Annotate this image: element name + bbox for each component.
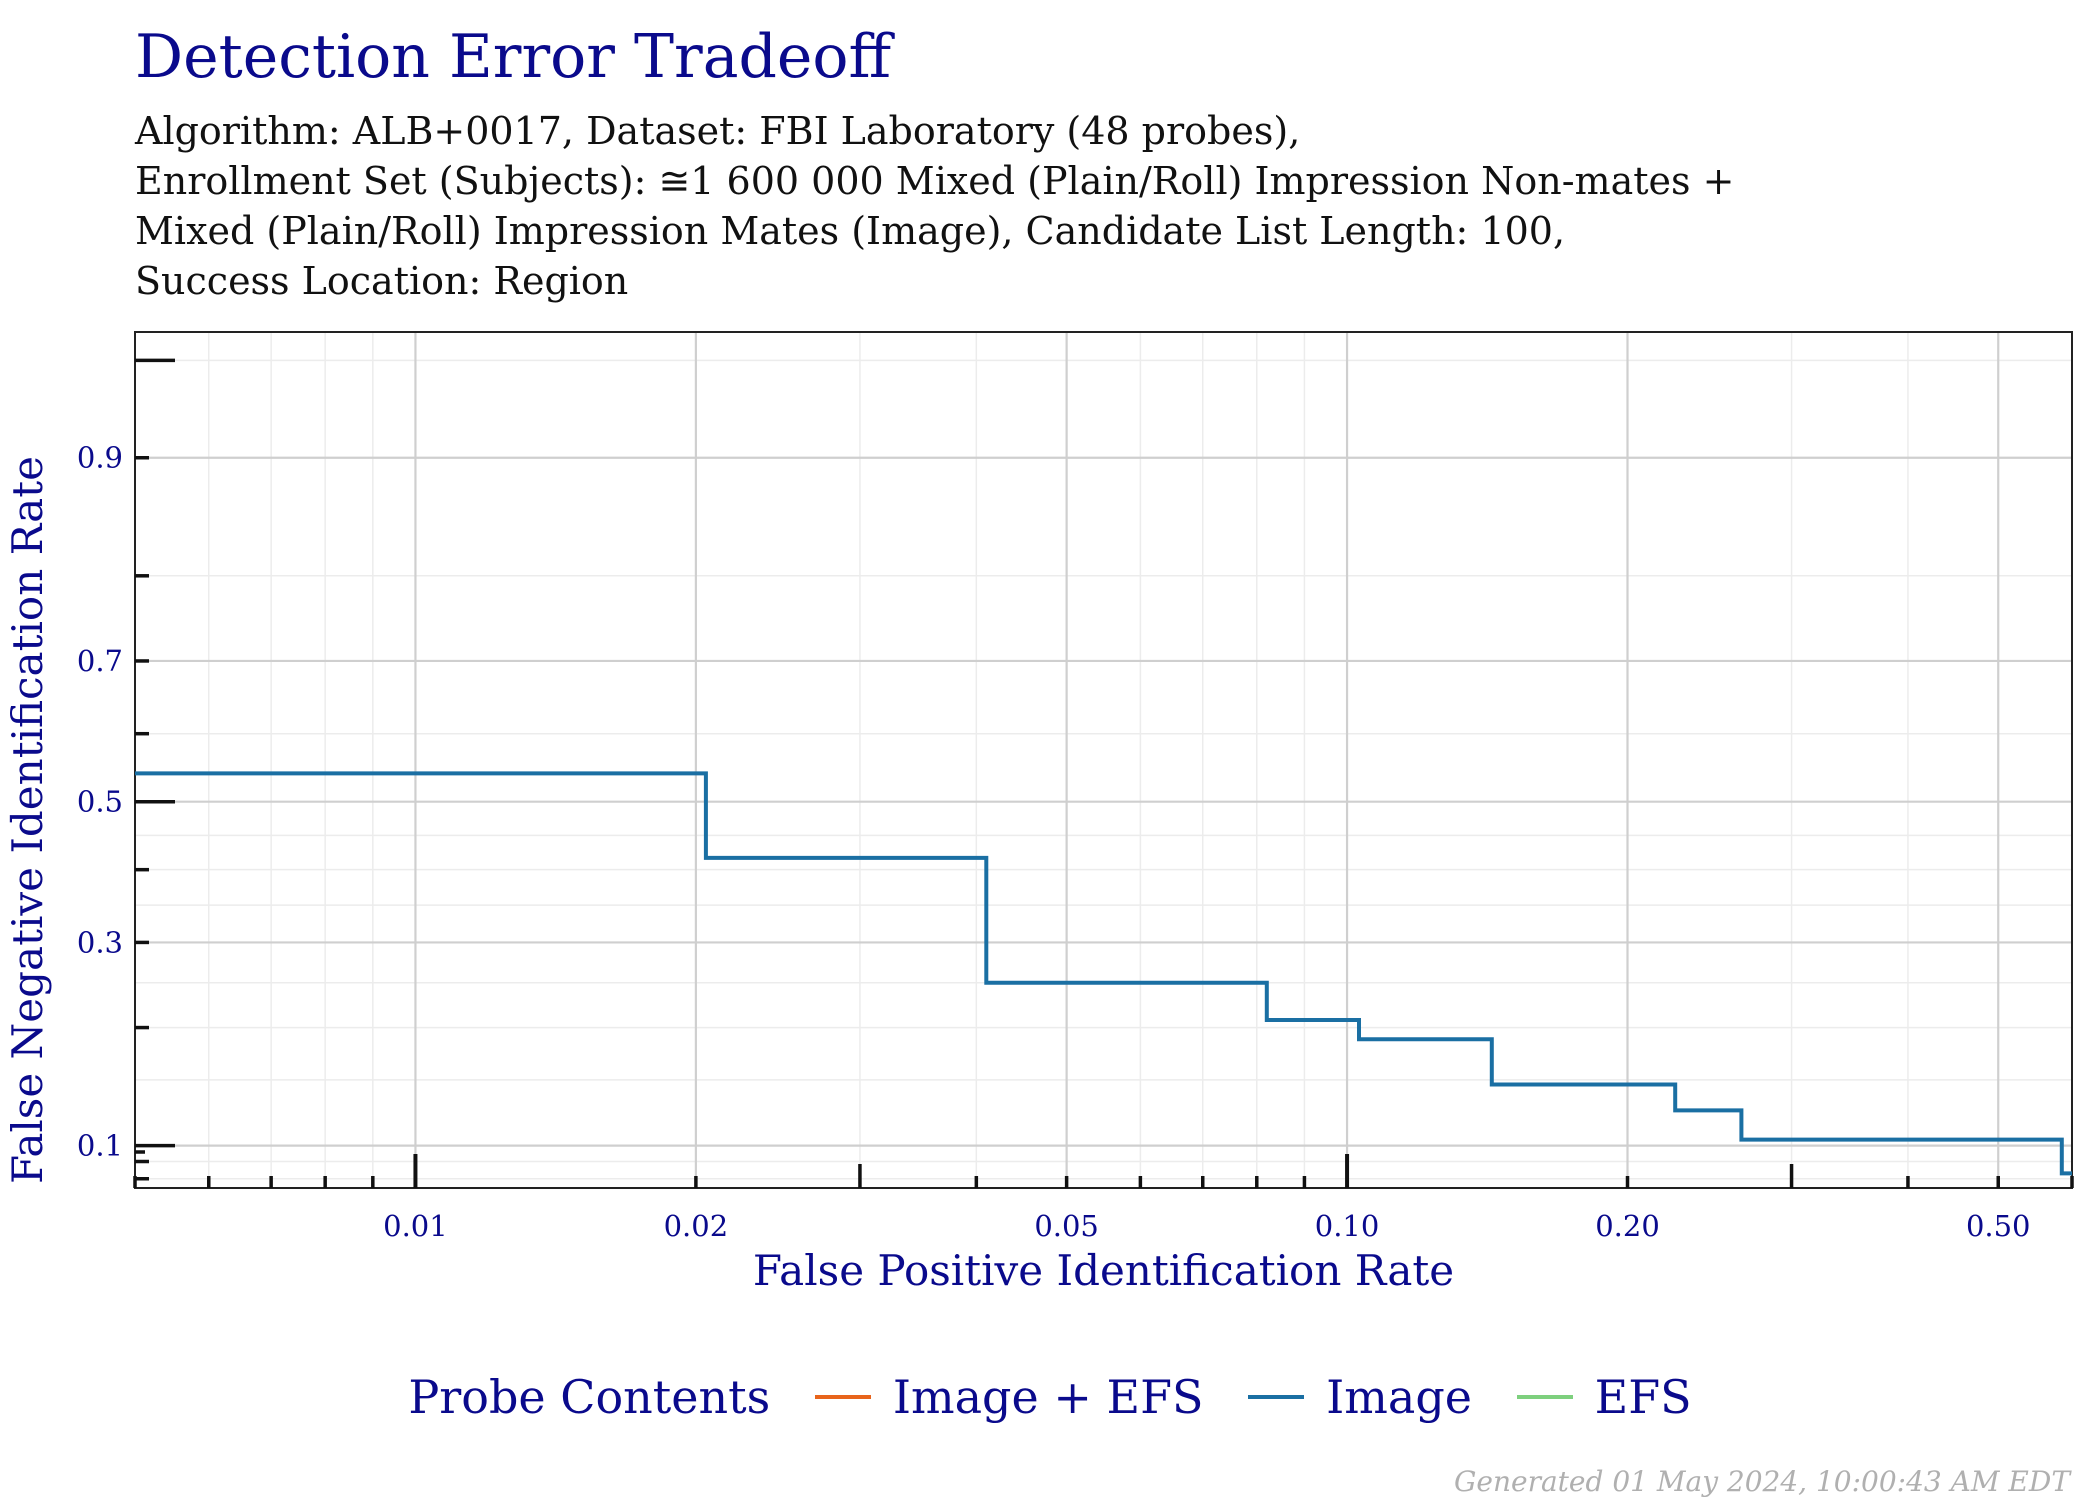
chart-title: Detection Error Tradeoff — [135, 22, 892, 92]
legend-swatch — [1248, 1395, 1305, 1399]
y-tick-label: 0.1 — [77, 1129, 123, 1163]
legend-swatch — [1516, 1395, 1573, 1399]
subtitle-line: Algorithm: ALB+0017, Dataset: FBI Labora… — [135, 109, 1301, 153]
x-tick-label: 0.20 — [1595, 1209, 1660, 1243]
y-tick-label: 0.7 — [77, 644, 123, 678]
chart-subtitle: Algorithm: ALB+0017, Dataset: FBI Labora… — [135, 106, 1734, 306]
legend-label: EFS — [1594, 1370, 1692, 1424]
subtitle-line: Mixed (Plain/Roll) Impression Mates (Ima… — [135, 209, 1566, 253]
legend-item-efs: EFS — [1516, 1370, 1692, 1424]
y-tick-label: 0.5 — [77, 785, 123, 819]
legend-item-image-efs: Image + EFS — [814, 1370, 1204, 1424]
x-tick-label: 0.50 — [1966, 1209, 2031, 1243]
x-tick-label: 0.02 — [664, 1209, 729, 1243]
x-tick-label: 0.05 — [1034, 1209, 1099, 1243]
x-tick-label: 0.10 — [1315, 1209, 1380, 1243]
legend: Probe Contents Image + EFS Image EFS — [0, 1370, 2100, 1424]
legend-swatch — [814, 1395, 871, 1399]
x-tick-label: 0.01 — [383, 1209, 448, 1243]
legend-title: Probe Contents — [408, 1370, 771, 1424]
legend-item-image: Image — [1248, 1370, 1472, 1424]
y-tick-label: 0.9 — [77, 441, 123, 475]
generated-timestamp: Generated 01 May 2024, 10:00:43 AM EDT — [1454, 1465, 2070, 1498]
subtitle-line: Enrollment Set (Subjects): ≅1 600 000 Mi… — [135, 159, 1735, 203]
y-tick-label: 0.3 — [77, 925, 123, 959]
plot-background — [135, 332, 2072, 1188]
x-axis-title: False Positive Identification Rate — [753, 1246, 1454, 1295]
det-chart: 0.01 0.02 0.05 0.10 0.20 0.50 0.1 0.3 0.5 0.7 0.9 F… — [3, 331, 2074, 1295]
legend-label: Image + EFS — [892, 1370, 1204, 1424]
series-line-image — [135, 771, 2072, 1176]
plot-border — [134, 331, 2073, 1189]
y-axis-title: False Negative Identification Rate — [3, 456, 52, 1184]
legend-label: Image — [1326, 1370, 1473, 1424]
subtitle-line: Success Location: Region — [135, 259, 629, 303]
